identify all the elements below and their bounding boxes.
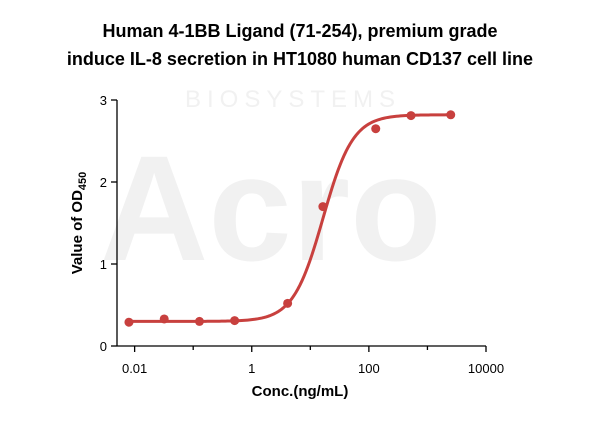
y-ticks: 0 1 2 3 [100, 93, 117, 354]
x-tick-label: 0.01 [122, 361, 147, 376]
x-axis-label: Conc.(ng/mL) [252, 383, 349, 400]
x-tick-label: 10000 [468, 361, 504, 376]
watermark-logo: Acro [100, 124, 442, 292]
y-tick-label: 1 [100, 257, 107, 272]
y-tick-label: 3 [100, 93, 107, 108]
y-axis-label: Value of OD450 [69, 172, 89, 275]
data-point [406, 111, 416, 121]
watermark: BIOSYSTEMS Acro [100, 86, 442, 292]
data-point [371, 124, 381, 134]
watermark-text: BIOSYSTEMS [185, 86, 401, 113]
data-point [230, 316, 240, 326]
data-points [124, 110, 456, 327]
y-axis-label-main: Value of OD [69, 190, 86, 274]
x-ticks: 0.01 1 100 10000 [122, 346, 504, 376]
data-point [124, 317, 134, 327]
chart-title-line2: induce IL-8 secretion in HT1080 human CD… [67, 49, 533, 69]
data-point [318, 202, 328, 212]
data-point [159, 314, 169, 324]
data-point [283, 298, 293, 308]
x-tick-label: 100 [358, 361, 380, 376]
x-tick-label: 1 [248, 361, 255, 376]
y-tick-label: 0 [100, 339, 107, 354]
chart-title-line1: Human 4-1BB Ligand (71-254), premium gra… [102, 21, 497, 41]
y-axis-label-subscript: 450 [77, 172, 89, 190]
data-point [446, 110, 456, 120]
y-tick-label: 2 [100, 175, 107, 190]
data-point [194, 316, 204, 326]
